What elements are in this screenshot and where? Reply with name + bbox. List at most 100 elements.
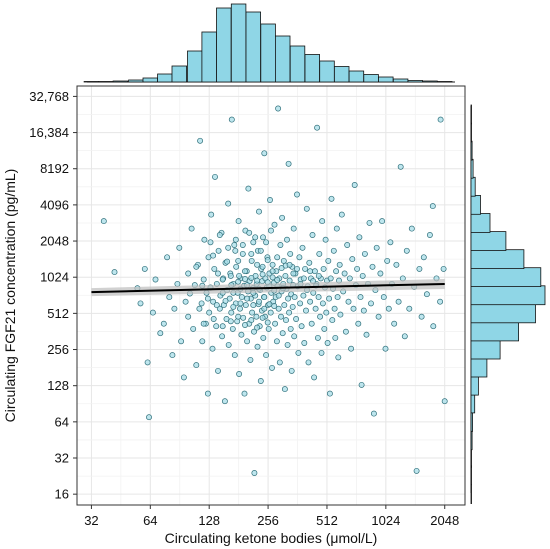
y-axis-ticks: 16 32 64 128 256 512 1024 2048 4096 8192 16,384 32,… — [29, 89, 77, 502]
data-point — [288, 367, 295, 374]
y-tick-label: 2048 — [40, 234, 69, 249]
data-point — [224, 258, 231, 265]
data-point — [426, 232, 433, 238]
regression — [91, 278, 445, 297]
data-point — [265, 325, 272, 332]
y-tick-label: 16 — [55, 487, 69, 502]
x-histogram-bar — [392, 78, 409, 83]
x-marginal-histogram — [83, 3, 455, 83]
data-point — [327, 275, 334, 282]
data-point — [311, 268, 318, 275]
data-point — [356, 234, 363, 241]
data-point — [306, 259, 313, 266]
data-point — [259, 263, 266, 270]
data-point — [285, 160, 292, 167]
y-histogram-bar — [470, 140, 473, 161]
x-histogram-bar — [83, 81, 100, 83]
x-tick-label: 512 — [316, 513, 338, 528]
data-point — [349, 256, 356, 263]
data-point — [294, 191, 300, 198]
data-point — [233, 263, 240, 270]
data-point — [403, 247, 410, 254]
x-axis-title: Circulating ketone bodies (μmol/L) — [165, 530, 378, 546]
data-point — [263, 239, 270, 246]
data-point — [272, 320, 279, 327]
data-point — [178, 338, 185, 345]
data-point — [237, 305, 243, 312]
data-point — [254, 343, 261, 350]
data-point — [359, 272, 366, 279]
data-point — [182, 298, 189, 305]
data-point — [196, 305, 203, 312]
data-point — [257, 247, 264, 254]
data-point — [329, 317, 336, 324]
data-point — [208, 211, 215, 218]
data-point — [254, 261, 261, 268]
data-point — [237, 300, 244, 307]
data-point — [261, 294, 268, 301]
data-point — [380, 294, 387, 301]
data-point — [297, 300, 304, 307]
data-point — [210, 298, 217, 305]
data-point — [169, 352, 176, 359]
data-point — [301, 340, 308, 346]
data-point — [271, 221, 278, 228]
y-tick-label: 16,384 — [29, 125, 69, 140]
data-point — [279, 214, 286, 221]
data-point — [283, 317, 289, 324]
data-point — [358, 381, 365, 388]
data-point — [235, 313, 242, 320]
y-histogram-bar — [470, 176, 476, 197]
data-point — [256, 208, 262, 215]
data-point — [373, 244, 380, 251]
data-point — [325, 257, 332, 264]
y-histogram-bar — [470, 213, 491, 233]
data-point — [174, 280, 181, 287]
data-point — [332, 334, 339, 341]
data-point — [300, 292, 307, 299]
data-point — [360, 307, 367, 314]
data-point — [239, 250, 246, 257]
data-point — [287, 325, 294, 332]
x-histogram-bar — [304, 54, 321, 83]
y-tick-label: 32,768 — [29, 89, 69, 104]
x-histogram-bar — [128, 79, 144, 83]
data-point — [252, 234, 259, 241]
y-histogram-bar — [470, 484, 472, 505]
data-point — [235, 278, 242, 285]
data-point — [266, 301, 273, 308]
data-point — [285, 295, 292, 302]
data-point — [204, 295, 211, 302]
x-tick-label: 32 — [84, 513, 98, 528]
data-point — [299, 244, 306, 251]
data-point — [235, 257, 242, 264]
data-point — [215, 270, 221, 277]
data-point — [348, 345, 355, 352]
data-point — [210, 252, 217, 259]
data-point — [246, 229, 253, 236]
data-point — [413, 467, 420, 474]
data-point — [215, 367, 221, 374]
data-point — [238, 294, 245, 301]
data-point — [307, 268, 314, 275]
x-histogram-bar — [260, 23, 276, 83]
data-point — [361, 250, 368, 257]
data-point — [261, 150, 268, 157]
data-point — [204, 390, 211, 397]
x-histogram-bar — [422, 80, 438, 83]
data-point — [430, 323, 437, 330]
y-histogram-bar — [470, 430, 473, 451]
data-point — [437, 298, 444, 305]
data-point — [300, 275, 307, 282]
x-histogram-bar — [201, 31, 217, 83]
data-point — [418, 313, 425, 320]
data-point — [157, 330, 164, 337]
data-point — [423, 291, 430, 298]
data-point — [256, 298, 262, 305]
data-point — [231, 352, 238, 359]
data-point — [222, 297, 229, 304]
data-point — [231, 242, 238, 248]
data-point — [290, 225, 297, 232]
data-point — [180, 374, 187, 381]
